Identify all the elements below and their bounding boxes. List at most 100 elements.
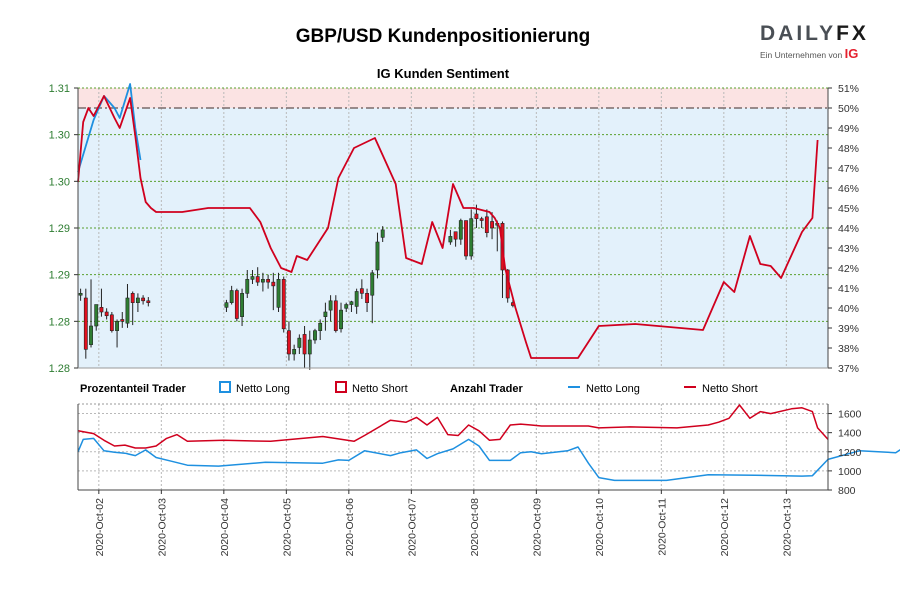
candle-up <box>318 322 323 331</box>
x-tick-label: 2020-Oct-04 <box>219 498 231 557</box>
logo-tagline: Ein Unternehmen von IG <box>760 46 870 61</box>
candle-up <box>135 297 140 303</box>
legend-swatch-long <box>219 381 231 393</box>
candle-down <box>359 288 364 294</box>
price-tick-label: 1.30 <box>49 176 70 188</box>
candle-up <box>292 349 297 355</box>
pct-tick-label: 39% <box>838 323 859 335</box>
dailyfx-logo: DAILYFX Ein Unternehmen von IG <box>760 22 870 64</box>
candle-up <box>323 311 328 317</box>
legend-line-label-long: Netto Long <box>586 383 640 395</box>
candle-up <box>115 321 119 331</box>
count-tick-label: 1000 <box>838 466 862 478</box>
x-tick-label: 2020-Oct-09 <box>531 498 543 557</box>
sentiment-lines <box>77 83 819 359</box>
chart-title: GBP/USD Kundenpositionierung <box>296 26 591 47</box>
short-zone-bg <box>78 88 828 108</box>
logo-brand-b: FX <box>836 22 869 45</box>
logo-wordmark: DAILYFX <box>760 22 870 46</box>
candle-up <box>313 330 317 341</box>
main-plot-background <box>78 88 828 368</box>
legend-label-long: Netto Long <box>236 383 290 395</box>
logo-tagline-text: Ein Unternehmen von <box>760 50 843 60</box>
legend-title-percent: Prozentanteil Trader <box>80 383 186 395</box>
net-short-pct-line <box>77 95 819 359</box>
candle-down <box>333 300 338 331</box>
candle-down <box>490 221 494 229</box>
candle-up <box>245 279 250 294</box>
candle-down <box>453 231 458 240</box>
candle-up <box>469 218 474 257</box>
candle-down <box>479 218 484 221</box>
pct-tick-label: 41% <box>838 283 859 295</box>
x-tick-label: 2020-Oct-06 <box>344 498 356 557</box>
count-tick-label: 1200 <box>838 447 862 459</box>
price-tick-label: 1.28 <box>49 363 70 375</box>
candle-down <box>83 297 88 350</box>
x-tick-label: 2020-Oct-12 <box>719 498 731 557</box>
legend-label-short: Netto Short <box>352 383 408 395</box>
candle-down <box>365 293 369 303</box>
candle-up <box>307 339 312 355</box>
legend: Prozentanteil Trader Netto Long Netto Sh… <box>80 381 758 395</box>
candle-up <box>344 304 349 309</box>
candle-down <box>484 216 489 233</box>
candle-up <box>260 279 265 283</box>
x-tick-label: 2020-Oct-03 <box>156 498 168 557</box>
x-tick-label: 2020-Oct-07 <box>406 498 418 557</box>
logo-brand-a: DAILY <box>760 22 837 45</box>
pct-tick-label: 44% <box>838 223 859 235</box>
legend-swatch-short <box>335 381 347 393</box>
count-tick-label: 1600 <box>838 409 862 421</box>
pct-tick-label: 49% <box>838 123 859 135</box>
candle-up <box>250 276 255 280</box>
candle-up <box>297 337 302 348</box>
x-tick-label: 2020-Oct-10 <box>594 498 606 557</box>
candle-up <box>448 236 453 243</box>
candle-down <box>104 311 109 317</box>
legend-title-count: Anzahl Trader <box>450 383 523 395</box>
candle-down <box>474 213 479 219</box>
price-tick-label: 1.29 <box>49 270 70 282</box>
pct-tick-label: 50% <box>838 103 859 115</box>
candle-up <box>370 272 375 296</box>
candle-up <box>89 325 93 345</box>
candle-down <box>146 300 151 303</box>
candle-up <box>125 297 130 324</box>
candle-up <box>328 300 333 311</box>
candle-down <box>141 297 146 302</box>
main-plot-grid <box>78 87 828 369</box>
candle-down <box>255 276 260 283</box>
chart-subtitle: IG Kunden Sentiment <box>377 66 510 81</box>
candle-up <box>224 302 229 308</box>
x-tick-label: 2020-Oct-05 <box>281 498 293 557</box>
count-tick-label: 800 <box>838 485 856 497</box>
candle-up <box>375 241 380 271</box>
pct-tick-label: 38% <box>838 343 859 355</box>
candle-down <box>120 319 125 322</box>
candle-down <box>130 293 135 303</box>
trader-count-lines <box>77 404 900 482</box>
price-tick-label: 1.29 <box>49 223 70 235</box>
x-tick-label: 2020-Oct-11 <box>656 498 668 556</box>
price-tick-label: 1.31 <box>49 83 70 95</box>
candle-up <box>276 279 281 308</box>
pct-tick-label: 48% <box>838 143 859 155</box>
x-axis-date-labels: 2020-Oct-02 2020-Oct-03 2020-Oct-04 2020-Oc… <box>94 490 793 557</box>
pct-tick-label: 47% <box>838 163 859 175</box>
candle-up <box>349 301 354 305</box>
pct-tick-label: 43% <box>838 243 859 255</box>
price-tick-label: 1.30 <box>49 130 70 142</box>
candle-down <box>464 220 468 257</box>
long-zone-bg <box>78 108 828 368</box>
candle-down <box>302 334 307 355</box>
candle-up <box>229 290 234 303</box>
candle-down <box>109 314 114 331</box>
candle-down <box>234 290 239 319</box>
candle-up <box>380 229 385 238</box>
candle-up <box>458 220 463 240</box>
pct-tick-label: 40% <box>838 303 859 315</box>
candle-down <box>266 279 271 283</box>
candle-up <box>240 293 244 317</box>
candle-up <box>78 293 83 296</box>
